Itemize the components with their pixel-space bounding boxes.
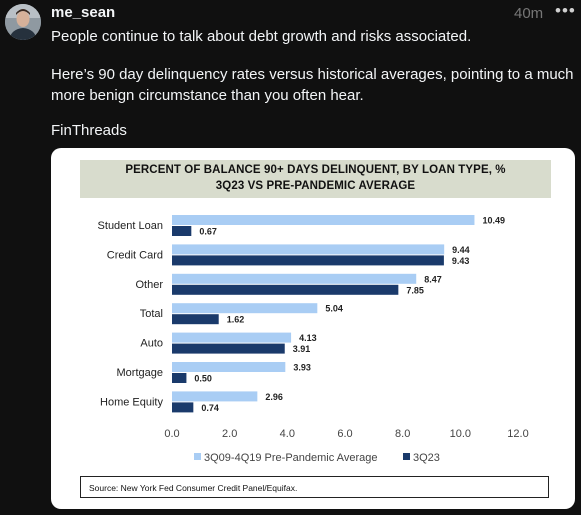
- bar: [172, 255, 444, 266]
- bar: [172, 215, 475, 225]
- bar: [172, 284, 399, 295]
- bar: [172, 402, 194, 413]
- data-label: 2.96: [265, 392, 283, 402]
- category-label: Mortgage: [117, 367, 163, 379]
- chart-title-banner: PERCENT OF BALANCE 90+ DAYS DELINQUENT, …: [80, 160, 551, 198]
- bar: [172, 273, 417, 284]
- timestamp: 40m: [514, 5, 544, 22]
- bar: [172, 314, 219, 325]
- legend-swatch: [194, 453, 201, 460]
- bar: [172, 362, 286, 372]
- data-label: 10.49: [482, 216, 505, 226]
- data-label: 8.47: [424, 274, 442, 284]
- post-text-paragraph: Here’s 90 day delinquency rates versus h…: [51, 66, 574, 104]
- chart-subtitle: 3Q23 VS PRE-PANDEMIC AVERAGE: [215, 180, 416, 192]
- data-label: 7.85: [406, 285, 424, 295]
- hashtag-link[interactable]: FinThreads: [51, 122, 127, 139]
- bar: [172, 391, 258, 402]
- x-tick-label: 2.0: [222, 428, 237, 440]
- legend-label: 3Q09-4Q19 Pre-Pandemic Average: [204, 452, 377, 464]
- bar: [172, 343, 285, 354]
- chart-title: PERCENT OF BALANCE 90+ DAYS DELINQUENT, …: [125, 164, 506, 176]
- data-label: 0.67: [199, 227, 217, 237]
- bar-chart: Student Loan 10.49 0.67 Credit Card 9.449.43…: [98, 215, 529, 464]
- data-label: 9.44: [452, 245, 470, 255]
- avatar[interactable]: [5, 4, 41, 40]
- x-tick-label: 6.0: [337, 428, 352, 440]
- legend-label: 3Q23: [413, 452, 440, 464]
- chart-source-box: Source: New York Fed Consumer Credit Pan…: [80, 476, 549, 498]
- post-text-paragraph: People continue to talk about debt growt…: [51, 28, 472, 45]
- category-label: Other: [135, 279, 163, 291]
- bar: [172, 303, 318, 314]
- data-label: 9.43: [452, 256, 470, 266]
- data-label: 5.04: [325, 304, 343, 314]
- x-tick-label: 12.0: [507, 428, 528, 440]
- more-horizontal-icon[interactable]: •••: [555, 1, 576, 20]
- data-label: 4.13: [299, 333, 317, 343]
- data-label: 0.74: [201, 403, 219, 413]
- data-label: 0.50: [194, 374, 212, 384]
- data-label: 3.91: [293, 344, 311, 354]
- category-label: Auto: [140, 338, 163, 350]
- chart-image-card[interactable]: PERCENT OF BALANCE 90+ DAYS DELINQUENT, …: [51, 148, 575, 509]
- category-label: Home Equity: [100, 396, 163, 408]
- legend-swatch: [403, 453, 410, 460]
- bar: [172, 373, 187, 383]
- chart-source: Source: New York Fed Consumer Credit Pan…: [89, 483, 298, 493]
- bar: [172, 226, 192, 236]
- bar: [172, 244, 445, 255]
- x-tick-label: 8.0: [395, 428, 410, 440]
- bar: [172, 332, 292, 343]
- category-label: Credit Card: [107, 249, 163, 261]
- username[interactable]: me_sean: [51, 4, 116, 21]
- data-label: 1.62: [227, 315, 245, 325]
- x-tick-label: 0.0: [164, 428, 179, 440]
- x-tick-label: 4.0: [280, 428, 295, 440]
- category-label: Total: [140, 308, 163, 320]
- data-label: 3.93: [293, 363, 311, 373]
- category-label: Student Loan: [98, 220, 163, 232]
- x-tick-label: 10.0: [450, 428, 471, 440]
